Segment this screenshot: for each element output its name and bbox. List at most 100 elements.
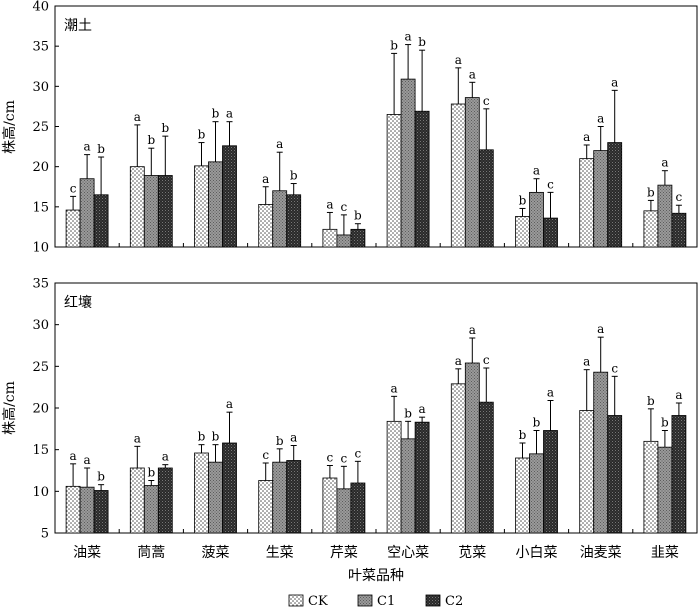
y-tick-label: 15 [32,200,49,215]
bar-c1 [657,446,673,534]
bars [65,336,687,534]
y-tick-label: 10 [32,241,49,256]
y-tick-label: 15 [32,443,49,458]
significance-letter: a [533,164,540,178]
category-label: 苋菜 [458,545,486,561]
bar-c1 [79,486,95,534]
significance-letter: a [84,453,91,467]
significance-letter: b [198,430,206,444]
significance-letter: b [97,142,105,156]
y-axis-title: 株高/cm [1,381,18,435]
y-tick-label: 20 [32,160,49,175]
y-tick-label: 10 [32,485,49,500]
bar-ck [194,165,209,248]
significance-letter: b [212,430,220,444]
bar-ck [450,383,466,534]
significance-letter: a [583,130,590,144]
category-labels: 油菜 茼蒿 菠菜 生菜 芹菜 空心菜 苋菜 小白菜 油麦菜 韭菜 [73,545,679,561]
bars [65,44,687,248]
bar-c1 [400,438,416,534]
bar-ck [515,457,530,534]
bar-c2 [543,430,558,534]
significance-letter: a [405,30,412,44]
legend-label-c2: C2 [445,594,463,608]
significance-letter: b [661,416,669,430]
bar-c2 [222,442,237,534]
legend-label-ck: CK [308,594,328,608]
category-label: 菠菜 [202,545,230,561]
bar-c2 [93,194,109,248]
y-tick-label: 30 [32,80,49,95]
bar-ck [322,228,338,248]
significance-letter: b [161,121,169,135]
bar-c1 [529,453,544,534]
significance-letter: a [469,67,476,81]
significance-letter: a [326,197,333,211]
category-label: 芹菜 [330,545,358,561]
bar-c1 [464,362,480,534]
bar-c2 [671,212,687,248]
significance-letter: c [611,361,618,375]
bar-ck [515,216,530,248]
bar-ck [322,477,338,534]
significance-letter: b [519,428,527,442]
bar-c2 [543,217,558,248]
legend-swatch-ck [288,594,304,607]
bar-c1 [400,78,416,248]
significance-letter: b [418,35,426,49]
category-label: 空心菜 [387,545,429,561]
significance-letter: c [676,190,683,204]
bar-c2 [478,401,494,534]
significance-letter: a [134,431,141,445]
bar-c1 [208,161,223,248]
bar-c1 [79,178,95,248]
significance-letter: c [547,177,554,191]
bar-ck [643,440,659,534]
significance-letter: a [469,323,476,337]
bar-c2 [414,421,430,534]
category-label: 生菜 [266,545,294,561]
bar-ck [579,158,595,248]
category-label: 小白菜 [516,545,558,561]
y-axis-title: 株高/cm [1,100,18,154]
category-label: 油麦菜 [580,545,622,561]
y-axis: 5 10 15 20 25 30 35 [32,277,59,542]
significance-letter: b [198,128,206,142]
bar-c2 [607,142,623,248]
bar-c1 [464,97,480,248]
significance-letter: b [147,466,155,480]
y-tick-label: 30 [32,318,49,333]
legend-label-c1: C1 [377,594,395,608]
significance-letter: c [341,451,348,465]
bar-c2 [414,110,430,248]
bar-c1 [529,191,544,248]
bar-c2 [350,228,366,248]
significance-letter: c [262,448,269,462]
bar-c2 [157,467,173,534]
bar-c2 [478,149,494,248]
bar-c1 [336,488,352,534]
panel-title: 潮土 [64,18,92,34]
legend-swatch-c1 [357,594,373,607]
significance-letter: b [533,416,541,430]
significance-letter: a [162,450,169,464]
bar-c2 [607,415,623,534]
significance-letter: b [276,434,284,448]
bar-c2 [222,145,237,248]
bar-ck [258,204,274,248]
bar-ck [129,467,145,534]
significance-letter: a [226,107,233,121]
y-tick-label: 35 [32,40,49,55]
bar-c2 [671,415,687,534]
bar-ck [258,480,274,534]
bar-c1 [208,461,223,534]
bar-c2 [286,194,302,248]
significance-letter: a [134,110,141,124]
y-tick-label: 5 [41,527,49,542]
bar-c2 [157,175,173,248]
